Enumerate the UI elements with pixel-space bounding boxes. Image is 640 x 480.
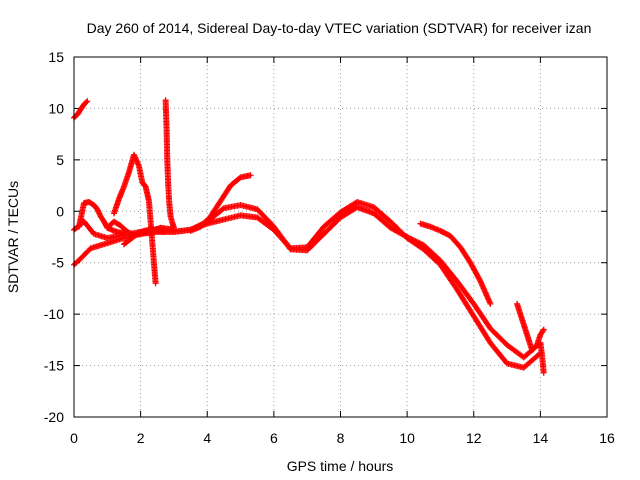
y-tick-label: 10 bbox=[48, 100, 64, 116]
data-point bbox=[170, 224, 177, 231]
y-tick-label: -15 bbox=[44, 358, 64, 374]
x-tick-label: 8 bbox=[337, 430, 345, 446]
data-point bbox=[84, 98, 91, 105]
x-tick-label: 10 bbox=[399, 430, 415, 446]
series-track-j bbox=[417, 220, 494, 307]
x-tick-label: 0 bbox=[70, 430, 78, 446]
series-track-l bbox=[537, 339, 547, 376]
x-tick-label: 4 bbox=[203, 430, 211, 446]
series-track-g bbox=[120, 226, 167, 248]
series-track-b bbox=[71, 202, 544, 361]
data-point bbox=[540, 369, 547, 376]
series-track-k bbox=[514, 300, 547, 354]
data-point bbox=[539, 327, 546, 334]
y-tick-label: 15 bbox=[48, 49, 64, 65]
data-point bbox=[83, 99, 90, 106]
data-point bbox=[476, 276, 483, 283]
x-tick-label: 12 bbox=[466, 430, 482, 446]
series-track-d bbox=[75, 199, 131, 236]
series-track-c bbox=[71, 199, 544, 371]
series-track-f bbox=[110, 151, 159, 287]
ticks-layer: 0 2 4 6 8 10 12 14 16 -20 -15 -10 -5 0 5 10 15 bbox=[44, 49, 615, 446]
data-point bbox=[219, 206, 226, 213]
series-track-h bbox=[162, 97, 177, 231]
series-track-i bbox=[187, 172, 254, 234]
data-point bbox=[540, 326, 547, 333]
data-point bbox=[152, 280, 159, 287]
x-tick-label: 14 bbox=[533, 430, 549, 446]
chart-title: Day 260 of 2014, Sidereal Day-to-day VTE… bbox=[87, 20, 592, 36]
data-point bbox=[487, 300, 494, 307]
data-layer bbox=[71, 97, 547, 376]
x-axis-label: GPS time / hours bbox=[287, 458, 394, 474]
x-tick-label: 6 bbox=[270, 430, 278, 446]
y-tick-label: 5 bbox=[56, 152, 64, 168]
x-tick-label: 16 bbox=[599, 430, 615, 446]
data-point bbox=[247, 172, 254, 179]
y-tick-label: -5 bbox=[52, 255, 65, 271]
y-axis-label: SDTVAR / TECUs bbox=[5, 181, 21, 293]
data-point bbox=[160, 228, 167, 235]
y-tick-label: 0 bbox=[56, 203, 64, 219]
y-tick-label: -20 bbox=[44, 409, 64, 425]
y-tick-label: -10 bbox=[44, 306, 64, 322]
plot-frame bbox=[73, 56, 608, 418]
x-tick-label: 2 bbox=[137, 430, 145, 446]
